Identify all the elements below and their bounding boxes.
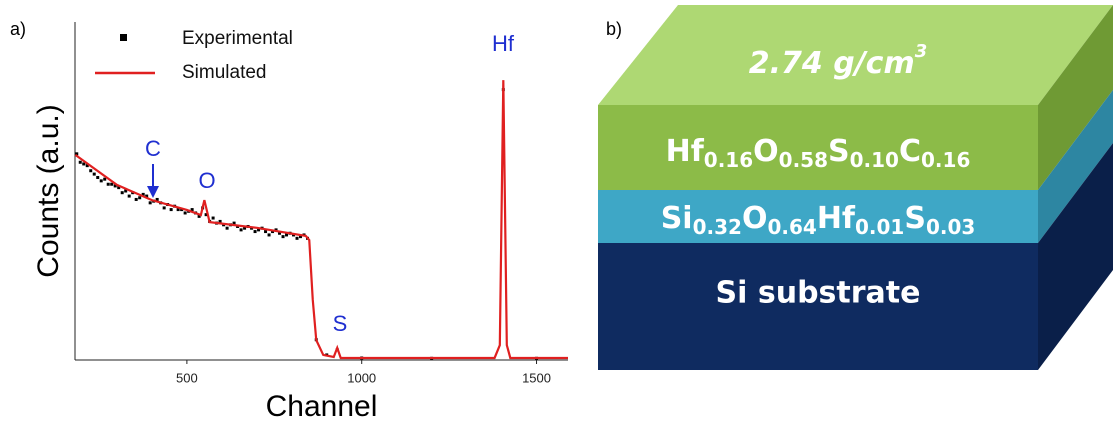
data-point xyxy=(107,183,110,186)
data-point xyxy=(93,173,96,176)
data-point xyxy=(89,169,92,172)
data-point xyxy=(100,179,103,182)
element: C xyxy=(899,134,921,169)
annotation: Hf xyxy=(492,31,515,56)
data-point xyxy=(135,198,138,201)
legend-marker xyxy=(120,34,127,41)
subscript: 0.16 xyxy=(704,148,753,172)
data-point xyxy=(240,228,243,231)
element: O xyxy=(742,201,768,236)
element: S xyxy=(828,134,850,169)
subscript: 0.32 xyxy=(693,215,742,239)
element: Hf xyxy=(817,201,856,236)
panel-label: b) xyxy=(606,19,622,39)
x-axis-label: Channel xyxy=(266,390,378,423)
density-text: 2.74 g/cm xyxy=(749,46,915,81)
data-point xyxy=(163,206,166,209)
data-point xyxy=(96,176,99,179)
annotation: C xyxy=(145,136,161,161)
element: O xyxy=(753,134,779,169)
data-point xyxy=(128,195,131,198)
data-point xyxy=(149,201,152,204)
density: 2.74 g/cm3 xyxy=(749,41,927,81)
data-point xyxy=(212,217,215,220)
layer-stack: 2.74 g/cm3 Hf0.16O0.58S0.10C0.16 Si0.32O… xyxy=(598,5,1113,370)
subscript: 0.10 xyxy=(850,148,899,172)
x-tick-label: 500 xyxy=(176,370,198,385)
subscript: 0.58 xyxy=(779,148,828,172)
layer-label: Si substrate xyxy=(716,276,921,311)
data-point xyxy=(79,161,82,164)
arrow-head xyxy=(147,186,159,198)
annotation: S xyxy=(333,311,348,336)
element: S xyxy=(904,201,926,236)
panel-label: a) xyxy=(10,19,26,39)
data-point xyxy=(268,233,271,236)
subscript: 0.64 xyxy=(767,215,816,239)
annotation: O xyxy=(198,168,215,193)
y-axis-label: Counts (a.u.) xyxy=(32,104,65,277)
data-point xyxy=(170,208,173,211)
x-tick-label: 1000 xyxy=(347,370,376,385)
subscript: 0.01 xyxy=(855,215,904,239)
data-point xyxy=(254,230,257,233)
data-point xyxy=(121,191,124,194)
figure: a) b) 2.74 g/cm3 Hf0.16O0.58S0.10C0.16 S… xyxy=(0,0,1117,425)
superscript: 3 xyxy=(915,41,928,62)
subscript: 0.03 xyxy=(926,215,975,239)
data-point xyxy=(296,237,299,240)
subscript: 0.16 xyxy=(921,148,970,172)
data-point xyxy=(138,196,141,199)
element: Hf xyxy=(666,134,705,169)
x-tick-label: 1500 xyxy=(522,370,551,385)
data-point xyxy=(184,211,187,214)
legend-label: Simulated xyxy=(182,62,267,83)
element: Si xyxy=(661,201,693,236)
data-line xyxy=(75,80,568,358)
data-point xyxy=(282,235,285,238)
legend-label: Experimental xyxy=(182,28,293,49)
data-point xyxy=(226,227,229,230)
